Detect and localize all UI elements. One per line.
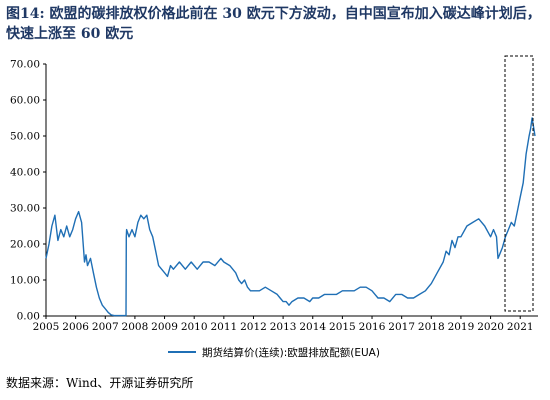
- x-tick-label: 2015: [329, 321, 356, 333]
- x-tick-label: 2006: [62, 321, 89, 333]
- x-tick-label: 2010: [181, 321, 208, 333]
- y-tick-label: 30.00: [10, 203, 40, 215]
- x-tick-label: 2007: [92, 321, 119, 333]
- x-tick-label: 2020: [477, 321, 504, 333]
- x-tick-label: 2014: [299, 321, 326, 333]
- x-tick-label: 2005: [33, 321, 60, 333]
- x-tick-label: 2012: [240, 321, 267, 333]
- x-tick-label: 2011: [210, 321, 237, 333]
- legend-label: 期货结算价(连续):欧盟排放配额(EUA): [202, 346, 380, 359]
- y-tick-label: 40.00: [10, 167, 40, 179]
- chart-series: [45, 117, 536, 317]
- highlight-box: [504, 55, 534, 312]
- x-tick-label: 2019: [448, 321, 475, 333]
- x-tick-label: 2009: [151, 321, 178, 333]
- y-tick-label: 10.00: [10, 275, 40, 287]
- y-tick-label: 50.00: [10, 131, 40, 143]
- chart-area: 0.0010.0020.0030.0040.0050.0060.0070.00 …: [10, 55, 538, 359]
- x-tick-label: 2018: [418, 321, 445, 333]
- x-tick-label: 2013: [270, 321, 297, 333]
- chart-legend: 期货结算价(连续):欧盟排放配额(EUA): [168, 346, 380, 359]
- x-axis-ticks: 2005 2006 2007 2008 2009 2010 2011 2012 2013 2014…: [33, 316, 534, 333]
- y-axis-ticks: 0.00 10.00 20.00 30.00 40.00 50.00 60.00 70.00: [10, 59, 46, 323]
- y-tick-label: 0.00: [17, 311, 40, 323]
- y-tick-label: 70.00: [10, 59, 40, 71]
- series-line: [45, 117, 536, 317]
- x-tick-label: 2021: [507, 321, 534, 333]
- y-tick-label: 60.00: [10, 95, 40, 107]
- y-tick-label: 20.00: [10, 239, 40, 251]
- source-note: 数据来源：Wind、开源证券研究所: [6, 376, 194, 390]
- x-tick-label: 2016: [359, 321, 386, 333]
- figure-title: 图14: 欧盟的碳排放权价格此前在 30 欧元下方波动，自中国宣布加入碳达峰计划…: [6, 6, 541, 42]
- x-tick-label: 2017: [388, 321, 415, 333]
- x-tick-label: 2008: [122, 321, 149, 333]
- chart-axes: [45, 64, 538, 317]
